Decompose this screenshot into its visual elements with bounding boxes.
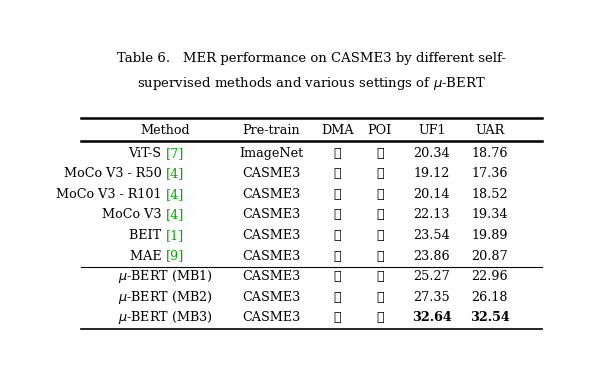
Text: 20.87: 20.87 xyxy=(471,250,508,263)
Text: 22.13: 22.13 xyxy=(413,209,450,221)
Text: ✓: ✓ xyxy=(334,291,341,304)
Text: 27.35: 27.35 xyxy=(413,291,450,304)
Text: 23.86: 23.86 xyxy=(413,250,450,263)
Text: [9]: [9] xyxy=(165,250,184,263)
Text: MoCo V3 - R101: MoCo V3 - R101 xyxy=(56,188,165,201)
Text: CASME3: CASME3 xyxy=(243,311,301,324)
Text: ✗: ✗ xyxy=(376,270,384,283)
Text: [1]: [1] xyxy=(165,229,184,242)
Text: 32.64: 32.64 xyxy=(412,311,452,324)
Text: $\mu$-BERT (MB3): $\mu$-BERT (MB3) xyxy=(118,309,213,326)
Text: ✗: ✗ xyxy=(376,188,384,201)
Text: ✗: ✗ xyxy=(334,209,341,221)
Text: UAR: UAR xyxy=(475,124,505,137)
Text: supervised methods and various settings of $\mu$-BERT: supervised methods and various settings … xyxy=(137,75,486,92)
Text: ✗: ✗ xyxy=(334,270,341,283)
Text: POI: POI xyxy=(368,124,392,137)
Text: [4]: [4] xyxy=(165,188,184,201)
Text: MAE: MAE xyxy=(130,250,165,263)
Text: MoCo V3: MoCo V3 xyxy=(102,209,165,221)
Text: ✓: ✓ xyxy=(334,311,341,324)
Text: 18.76: 18.76 xyxy=(471,147,508,160)
Text: ✗: ✗ xyxy=(334,147,341,160)
Text: 19.89: 19.89 xyxy=(471,229,508,242)
Text: 19.34: 19.34 xyxy=(471,209,508,221)
Text: ✗: ✗ xyxy=(334,188,341,201)
Text: BEIT: BEIT xyxy=(130,229,165,242)
Text: 25.27: 25.27 xyxy=(413,270,450,283)
Text: ✗: ✗ xyxy=(376,291,384,304)
Text: ✓: ✓ xyxy=(376,311,384,324)
Text: 17.36: 17.36 xyxy=(471,167,508,180)
Text: ✗: ✗ xyxy=(376,250,384,263)
Text: 19.12: 19.12 xyxy=(413,167,450,180)
Text: [4]: [4] xyxy=(165,209,184,221)
Text: ✗: ✗ xyxy=(376,147,384,160)
Text: Pre-train: Pre-train xyxy=(243,124,300,137)
Text: 20.14: 20.14 xyxy=(413,188,450,201)
Text: ✗: ✗ xyxy=(376,229,384,242)
Text: MoCo V3 - R50: MoCo V3 - R50 xyxy=(64,167,165,180)
Text: UF1: UF1 xyxy=(418,124,446,137)
Text: ✗: ✗ xyxy=(376,209,384,221)
Text: CASME3: CASME3 xyxy=(243,188,301,201)
Text: ViT-S: ViT-S xyxy=(128,147,165,160)
Text: $\mu$-BERT (MB1): $\mu$-BERT (MB1) xyxy=(118,268,213,285)
Text: ImageNet: ImageNet xyxy=(240,147,303,160)
Text: [7]: [7] xyxy=(165,147,184,160)
Text: ✗: ✗ xyxy=(334,167,341,180)
Text: Table 6.   MER performance on CASME3 by different self-: Table 6. MER performance on CASME3 by di… xyxy=(117,52,506,65)
Text: Method: Method xyxy=(140,124,190,137)
Text: 26.18: 26.18 xyxy=(471,291,508,304)
Text: CASME3: CASME3 xyxy=(243,270,301,283)
Text: 23.54: 23.54 xyxy=(413,229,450,242)
Text: [4]: [4] xyxy=(165,167,184,180)
Text: ✗: ✗ xyxy=(334,229,341,242)
Text: CASME3: CASME3 xyxy=(243,229,301,242)
Text: CASME3: CASME3 xyxy=(243,209,301,221)
Text: DMA: DMA xyxy=(321,124,354,137)
Text: CASME3: CASME3 xyxy=(243,291,301,304)
Text: CASME3: CASME3 xyxy=(243,167,301,180)
Text: CASME3: CASME3 xyxy=(243,250,301,263)
Text: $\mu$-BERT (MB2): $\mu$-BERT (MB2) xyxy=(118,289,213,306)
Text: 18.52: 18.52 xyxy=(471,188,508,201)
Text: 32.54: 32.54 xyxy=(470,311,510,324)
Text: 22.96: 22.96 xyxy=(471,270,508,283)
Text: ✗: ✗ xyxy=(376,167,384,180)
Text: 20.34: 20.34 xyxy=(413,147,450,160)
Text: ✗: ✗ xyxy=(334,250,341,263)
